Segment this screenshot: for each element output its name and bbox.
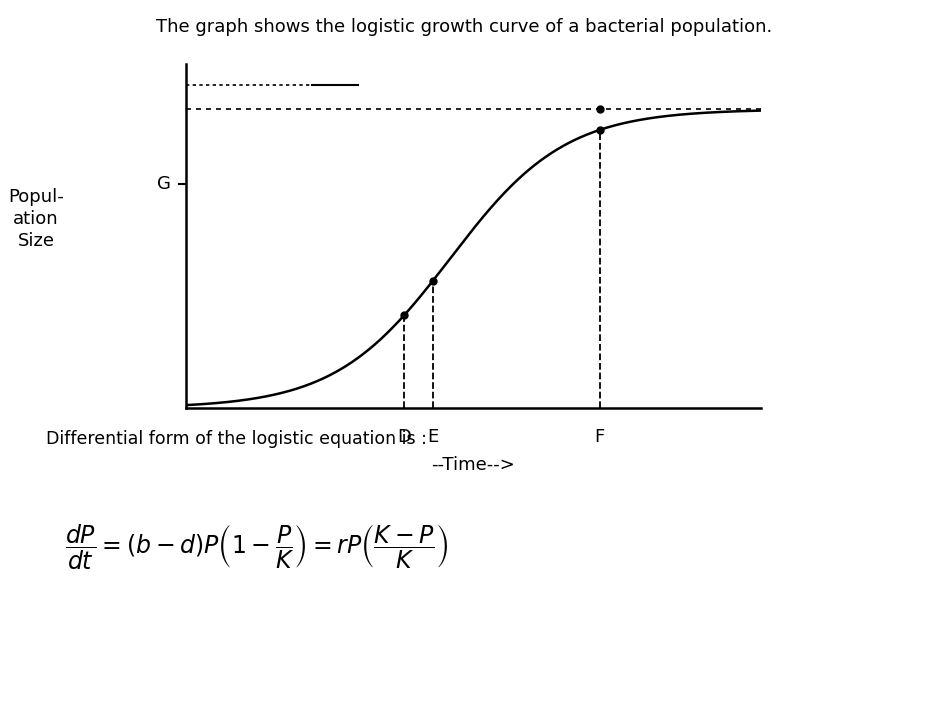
Text: $\dfrac{dP}{dt} = (b-d)P\left(1-\dfrac{P}{K}\right) = rP\left(\dfrac{K-P}{K}\rig: $\dfrac{dP}{dt} = (b-d)P\left(1-\dfrac{P… [65,523,448,572]
Text: Differential form of the logistic equation is :: Differential form of the logistic equati… [46,430,426,448]
Text: E: E [427,427,438,445]
Text: The graph shows the logistic growth curve of a bacterial population.: The graph shows the logistic growth curv… [156,18,771,36]
Text: G: G [158,175,171,193]
Text: Popul-
ation
Size: Popul- ation Size [8,188,64,251]
Text: F: F [594,427,604,445]
Text: --Time-->: --Time--> [431,456,514,474]
Text: D: D [397,427,411,445]
